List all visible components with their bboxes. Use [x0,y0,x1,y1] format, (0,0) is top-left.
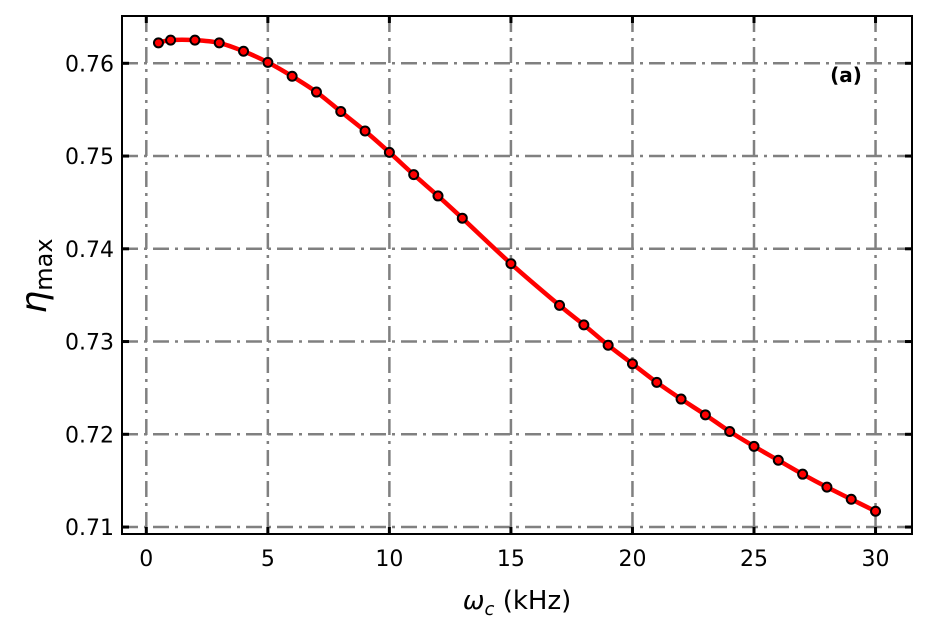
data-point [189,34,201,46]
plot-frame [121,15,913,535]
x-tick-label: 15 [497,547,525,572]
data-point [870,505,882,517]
y-tick-label: 0.72 [65,423,114,448]
data-point [383,146,395,158]
y-tick-label: 0.75 [65,145,114,170]
data-point [724,426,736,438]
grid-lines [122,16,912,534]
x-axis-label: ωc (kHz) [463,586,572,620]
x-tick-label: 5 [261,547,275,572]
x-axis-subscript: c [485,599,495,620]
y-axis-symbol: η [14,291,55,314]
data-point [797,468,809,480]
data-point [262,56,274,68]
series-line [157,37,877,514]
data-point [821,481,833,493]
x-axis-unit: (kHz) [494,586,571,616]
y-tick-label: 0.71 [65,516,114,541]
y-tick-label: 0.73 [65,331,114,356]
data-point [335,106,347,118]
y-axis-ticks: 0.71 0.72 0.73 0.74 0.75 0.76 [65,52,912,541]
y-axis-subscript: max [30,238,58,290]
panel-label: (a) [830,63,862,87]
x-axis-ticks: 0 5 10 15 20 25 30 [139,16,890,572]
data-point [578,319,590,331]
data-point [699,409,711,421]
data-series [152,34,882,517]
data-point [602,339,614,351]
data-point [505,258,517,270]
data-point [213,37,225,49]
axes-border [121,15,913,535]
data-point [748,440,760,452]
data-point [238,45,250,57]
data-point [152,37,164,49]
x-tick-label: 0 [139,547,153,572]
x-axis-symbol: ω [463,586,485,616]
y-axis-label: ηmax [14,238,58,313]
y-tick-label: 0.74 [65,238,114,263]
data-point [845,493,857,505]
data-point [675,393,687,405]
data-point [554,299,566,311]
data-point [359,125,371,137]
data-point [432,190,444,202]
y-tick-label: 0.76 [65,52,114,77]
data-point [456,212,468,224]
data-point [626,358,638,370]
data-point [772,454,784,466]
data-point [408,169,420,181]
x-tick-label: 25 [740,547,768,572]
x-tick-label: 30 [862,547,890,572]
data-point [165,34,177,46]
data-point [651,376,663,388]
x-tick-label: 10 [375,547,403,572]
x-tick-label: 20 [618,547,646,572]
data-point [286,70,298,82]
data-point [310,86,322,98]
